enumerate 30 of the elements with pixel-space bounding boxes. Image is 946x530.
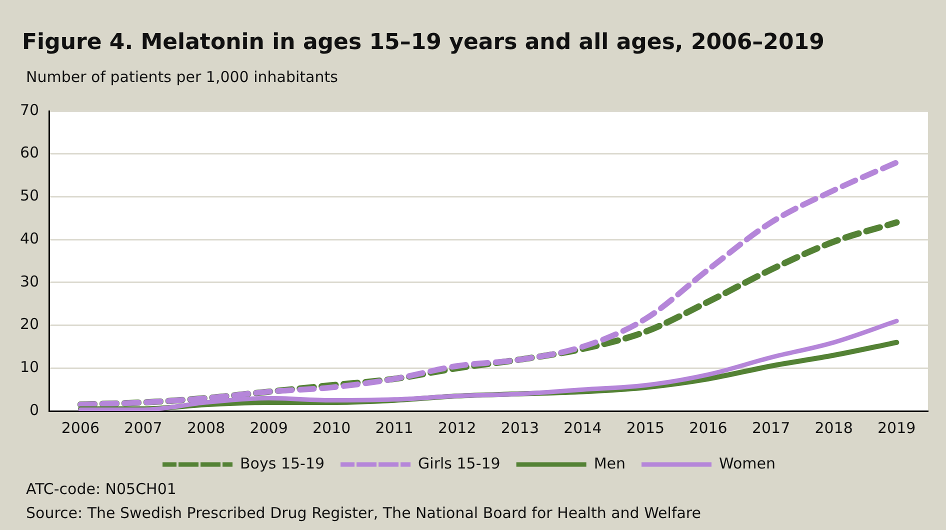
y-axis-title: Number of patients per 1,000 inhabitants: [26, 68, 338, 86]
y-tick-label: 10: [20, 358, 40, 376]
x-tick-label: 2012: [438, 418, 476, 437]
legend-label: Men: [594, 454, 626, 472]
x-tick-label: 2009: [250, 418, 288, 437]
x-tick-label: 2006: [61, 418, 100, 437]
y-tick-label: 30: [20, 272, 40, 290]
x-tick-label: 2015: [626, 418, 665, 437]
x-tick-label: 2014: [564, 418, 602, 437]
x-tick-label: 2018: [814, 418, 853, 437]
x-tick-label: 2010: [312, 418, 351, 437]
text: ATC-code: N05CH01: [26, 480, 176, 498]
y-tick-label: 70: [20, 100, 40, 119]
legend-label: Women: [719, 454, 776, 472]
legend-label: Girls 15-19: [418, 454, 500, 472]
x-tick-label: 2013: [500, 418, 540, 437]
legend-label: Boys 15-19: [240, 454, 325, 472]
y-tick-label: 40: [20, 229, 40, 248]
x-tick-label: 2008: [186, 418, 226, 437]
x-tick-label: 2017: [752, 418, 790, 437]
y-tick-label: 50: [20, 186, 40, 205]
x-tick-label: 2016: [689, 418, 728, 437]
x-tick-label: 2007: [124, 418, 162, 437]
chart-title: Figure 4. Melatonin in ages 15–19 years and all ages, 2006–2019: [22, 30, 824, 55]
x-tick-label: 2019: [878, 418, 916, 437]
source-note: Source: The Swedish Prescribed Drug Register, The National Board for Health and Welfare: [26, 504, 701, 522]
x-tick-label: 2011: [375, 418, 414, 437]
y-tick-label: 0: [30, 400, 40, 419]
y-tick-label: 60: [20, 144, 40, 162]
y-tick-label: 20: [20, 315, 40, 334]
